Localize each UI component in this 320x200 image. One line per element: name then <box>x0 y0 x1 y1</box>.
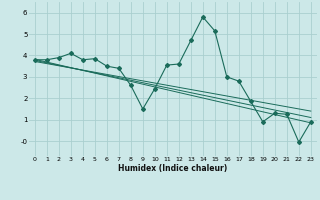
X-axis label: Humidex (Indice chaleur): Humidex (Indice chaleur) <box>118 164 228 173</box>
